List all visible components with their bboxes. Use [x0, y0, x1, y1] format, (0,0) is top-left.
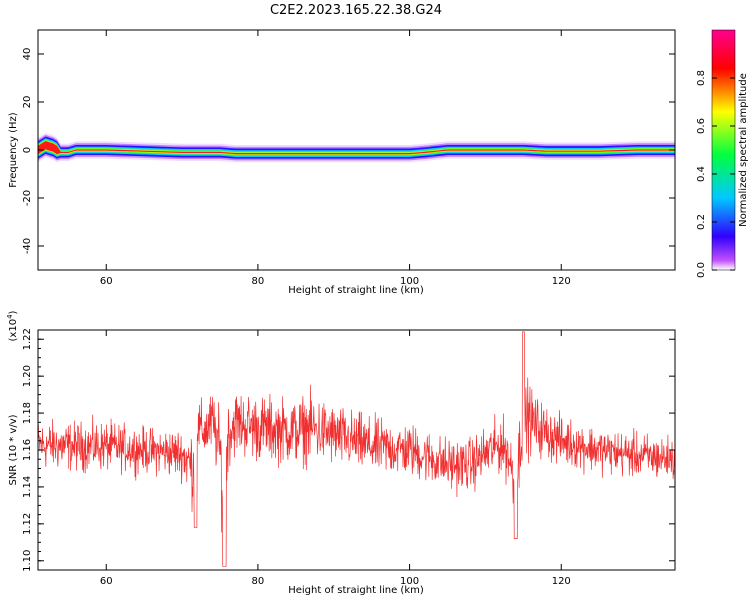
colorbar-tick-label: 0.4: [696, 166, 707, 182]
snr-panel: 60 80 100 120 1.101.121.141.161.181.201.22 …: [6, 310, 676, 596]
spectrogram-y-axis-label: Frequency (Hz): [8, 112, 19, 188]
colorbar-tick-label: 0.0: [696, 262, 707, 278]
spectrogram-x-ticks: 60 80 100 120: [100, 30, 571, 287]
snr-y-tick-label: 1.16: [22, 439, 33, 461]
snr-y-ticks: 1.10 1.12 1.14 1.16 1.18 1.20 1.22: [22, 328, 675, 572]
snr-x-tick-label: 60: [100, 576, 113, 587]
snr-series-line: [38, 331, 675, 567]
colorbar-tick-label: 0.2: [696, 214, 707, 230]
snr-y-tick-label: 1.20: [22, 365, 33, 387]
snr-x-ticks: 60 80 100 120: [100, 330, 571, 587]
colorbar-label: Normalized spectral amplitude: [738, 73, 749, 227]
snr-y-tick-label: 1.22: [22, 328, 33, 350]
snr-y-multiplier-close: ): [8, 310, 19, 314]
colorbar-gradient: [711, 29, 736, 271]
spectrogram-band-yellow: [38, 140, 675, 155]
spectrogram-y-tick-label: 20: [22, 96, 33, 109]
colorbar-ticks: 0.0 0.2 0.4 0.6 0.8: [696, 70, 735, 278]
spectrogram-x-tick-label: 100: [400, 276, 419, 287]
spectrogram-x-tick-label: 120: [552, 276, 571, 287]
snr-x-tick-label: 120: [552, 576, 571, 587]
spectrogram-y-ticks: -40 -20 0 20 40: [22, 48, 675, 254]
spectrogram-x-tick-label: 80: [252, 276, 265, 287]
spectrogram-y-tick-label: -20: [22, 190, 33, 206]
snr-x-tick-label: 100: [400, 576, 419, 587]
spectrogram-x-tick-label: 60: [100, 276, 113, 287]
colorbar-tick-label: 0.8: [696, 70, 707, 86]
snr-y-multiplier: (x104): [6, 310, 19, 341]
snr-y-tick-label: 1.14: [22, 476, 33, 498]
spectrogram-heatmap: [38, 132, 675, 163]
colorbar: 0.0 0.2 0.4 0.6 0.8 Normalized spectral ampl…: [696, 29, 749, 278]
figure-title: C2E2.2023.165.22.38.G24: [270, 3, 442, 18]
snr-x-axis-label: Height of straight line (km): [288, 585, 424, 596]
colorbar-tick-label: 0.6: [696, 118, 707, 134]
snr-y-tick-label: 1.12: [22, 513, 33, 535]
snr-y-tick-label: 1.18: [22, 402, 33, 424]
snr-y-multiplier-exp: 4: [6, 314, 14, 319]
spectrogram-x-axis-label: Height of straight line (km): [288, 285, 424, 296]
snr-y-axis-label: SNR (10 * v/v): [8, 414, 19, 485]
spectrogram-y-tick-label: 0: [22, 147, 33, 153]
spectrogram-y-tick-label: -40: [22, 238, 33, 254]
snr-x-tick-label: 80: [252, 576, 265, 587]
spectrogram-y-tick-label: 40: [22, 48, 33, 61]
snr-y-tick-label: 1.10: [22, 550, 33, 572]
snr-y-multiplier-base: (x10: [8, 319, 19, 342]
spectrogram-panel: 60 80 100 120 -40 -20 0 20 40 Height of straigh…: [8, 29, 676, 296]
